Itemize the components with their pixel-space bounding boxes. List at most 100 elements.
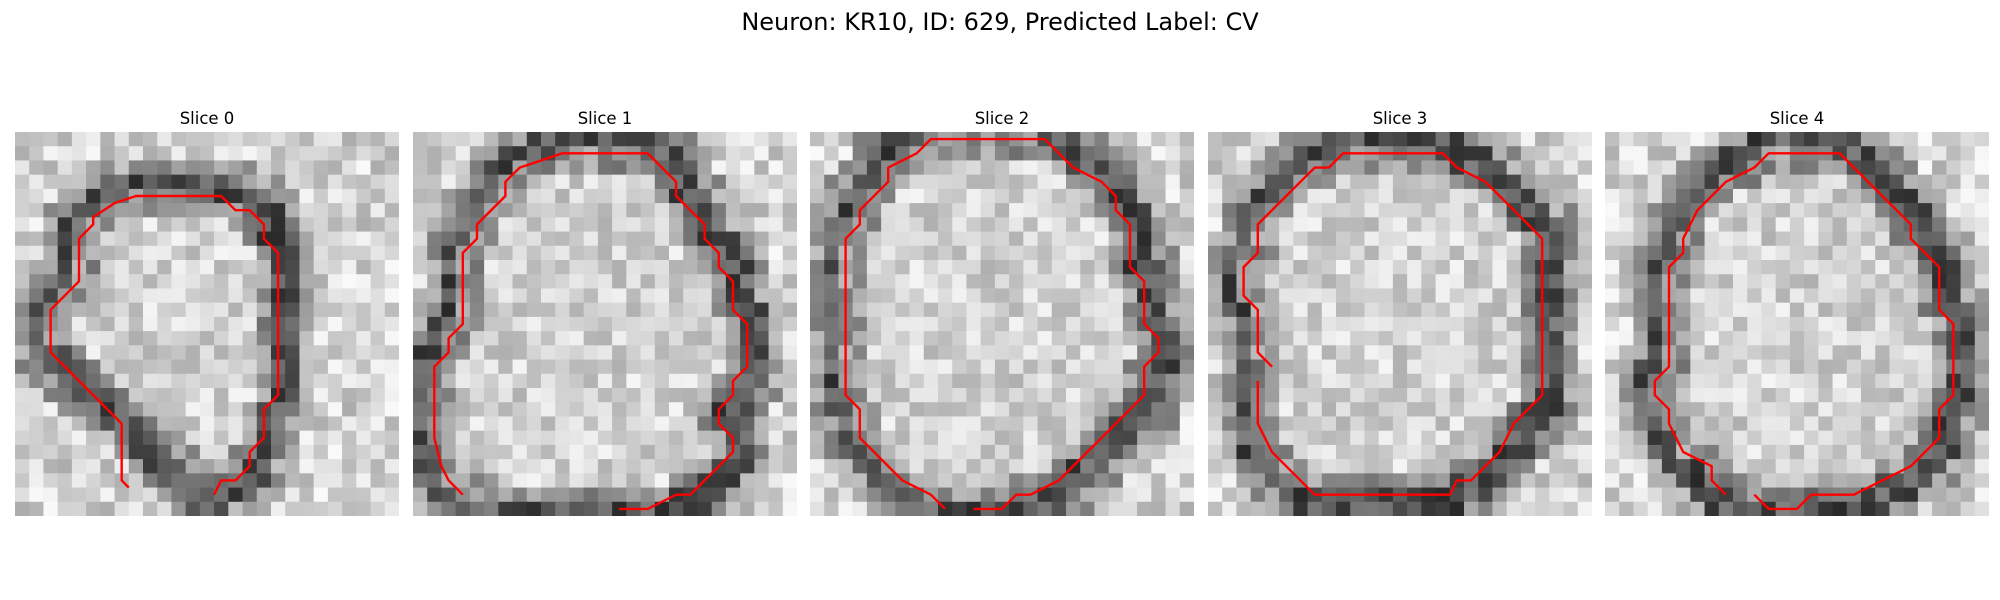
image-pixel (1647, 217, 1663, 233)
image-pixel (1875, 245, 1891, 261)
image-pixel (1108, 359, 1124, 375)
image-pixel (838, 132, 854, 147)
image-pixel (1236, 217, 1252, 233)
image-pixel (1122, 146, 1138, 162)
image-pixel (1563, 459, 1579, 474)
image-pixel (1080, 260, 1096, 275)
image-pixel (1861, 146, 1876, 162)
image-pixel (980, 217, 996, 233)
image-pixel (1364, 316, 1380, 332)
image-pixel (1789, 444, 1805, 460)
image-pixel (923, 430, 939, 446)
image-pixel (895, 288, 911, 304)
image-pixel (1293, 416, 1309, 432)
image-pixel (1336, 359, 1351, 375)
image-pixel (1321, 217, 1337, 233)
image-pixel (1449, 388, 1465, 403)
image-pixel (384, 316, 399, 332)
image-pixel (86, 331, 101, 346)
image-pixel (597, 416, 613, 432)
image-pixel (1279, 132, 1294, 147)
image-pixel (1236, 245, 1252, 261)
image-pixel (1336, 302, 1351, 318)
image-pixel (29, 146, 45, 162)
image-pixel (1435, 188, 1451, 204)
image-pixel (1208, 373, 1223, 389)
image-pixel (526, 132, 542, 147)
image-pixel (1761, 203, 1777, 218)
image-pixel (1633, 146, 1649, 162)
image-pixel (1094, 302, 1110, 318)
image-pixel (413, 174, 428, 190)
image-pixel (427, 245, 443, 261)
image-pixel (1250, 203, 1266, 218)
image-pixel (1506, 501, 1522, 516)
image-pixel (469, 345, 485, 361)
image-pixel (1492, 132, 1508, 147)
image-pixel (754, 302, 770, 318)
image-pixel (683, 288, 699, 304)
image-pixel (1236, 331, 1252, 346)
image-pixel (356, 501, 372, 516)
image-pixel (1392, 274, 1408, 290)
image-pixel (768, 416, 784, 432)
image-pixel (1407, 274, 1422, 290)
image-pixel (1051, 501, 1067, 516)
image-pixel (199, 331, 215, 346)
image-pixel (1690, 146, 1706, 162)
image-pixel (1676, 316, 1691, 332)
image-pixel (1733, 188, 1748, 204)
image-pixel (1293, 217, 1309, 233)
image-pixel (1421, 288, 1437, 304)
image-pixel (1875, 174, 1891, 190)
image-pixel (1761, 373, 1777, 389)
image-pixel (1094, 345, 1110, 361)
image-pixel (370, 160, 386, 176)
image-pixel (1875, 146, 1891, 162)
image-pixel (1861, 274, 1876, 290)
image-pixel (1051, 245, 1067, 261)
image-pixel (1080, 160, 1096, 176)
image-pixel (342, 302, 357, 318)
image-pixel (938, 146, 953, 162)
image-pixel (356, 331, 372, 346)
image-pixel (370, 132, 386, 147)
image-pixel (1165, 331, 1181, 346)
image-pixel (1165, 203, 1181, 218)
image-pixel (697, 331, 713, 346)
image-pixel (342, 501, 357, 516)
image-pixel (1917, 359, 1933, 375)
image-pixel (413, 473, 428, 489)
image-pixel (1464, 444, 1479, 460)
image-pixel (1974, 331, 1989, 346)
image-pixel (1407, 203, 1422, 218)
image-pixel (1861, 188, 1876, 204)
image-pixel (71, 331, 87, 346)
image-pixel (1832, 359, 1848, 375)
image-pixel (1676, 146, 1691, 162)
image-pixel (526, 316, 542, 332)
image-pixel (683, 473, 699, 489)
image-pixel (1960, 416, 1976, 432)
image-pixel (1704, 203, 1720, 218)
image-pixel (612, 459, 627, 474)
image-pixel (1747, 430, 1763, 446)
image-pixel (413, 487, 428, 503)
image-pixel (1535, 132, 1550, 147)
image-pixel (740, 217, 755, 233)
image-pixel (640, 188, 656, 204)
image-pixel (1165, 430, 1181, 446)
image-pixel (1264, 316, 1280, 332)
image-pixel (711, 359, 727, 375)
image-pixel (1222, 274, 1238, 290)
image-pixel (669, 388, 684, 403)
image-pixel (455, 160, 471, 176)
image-pixel (1378, 444, 1394, 460)
image-pixel (185, 388, 201, 403)
image-pixel (1747, 174, 1763, 190)
image-pixel (1222, 160, 1238, 176)
image-pixel (669, 473, 684, 489)
image-pixel (1279, 245, 1294, 261)
image-pixel (356, 388, 372, 403)
image-pixel (469, 444, 485, 460)
